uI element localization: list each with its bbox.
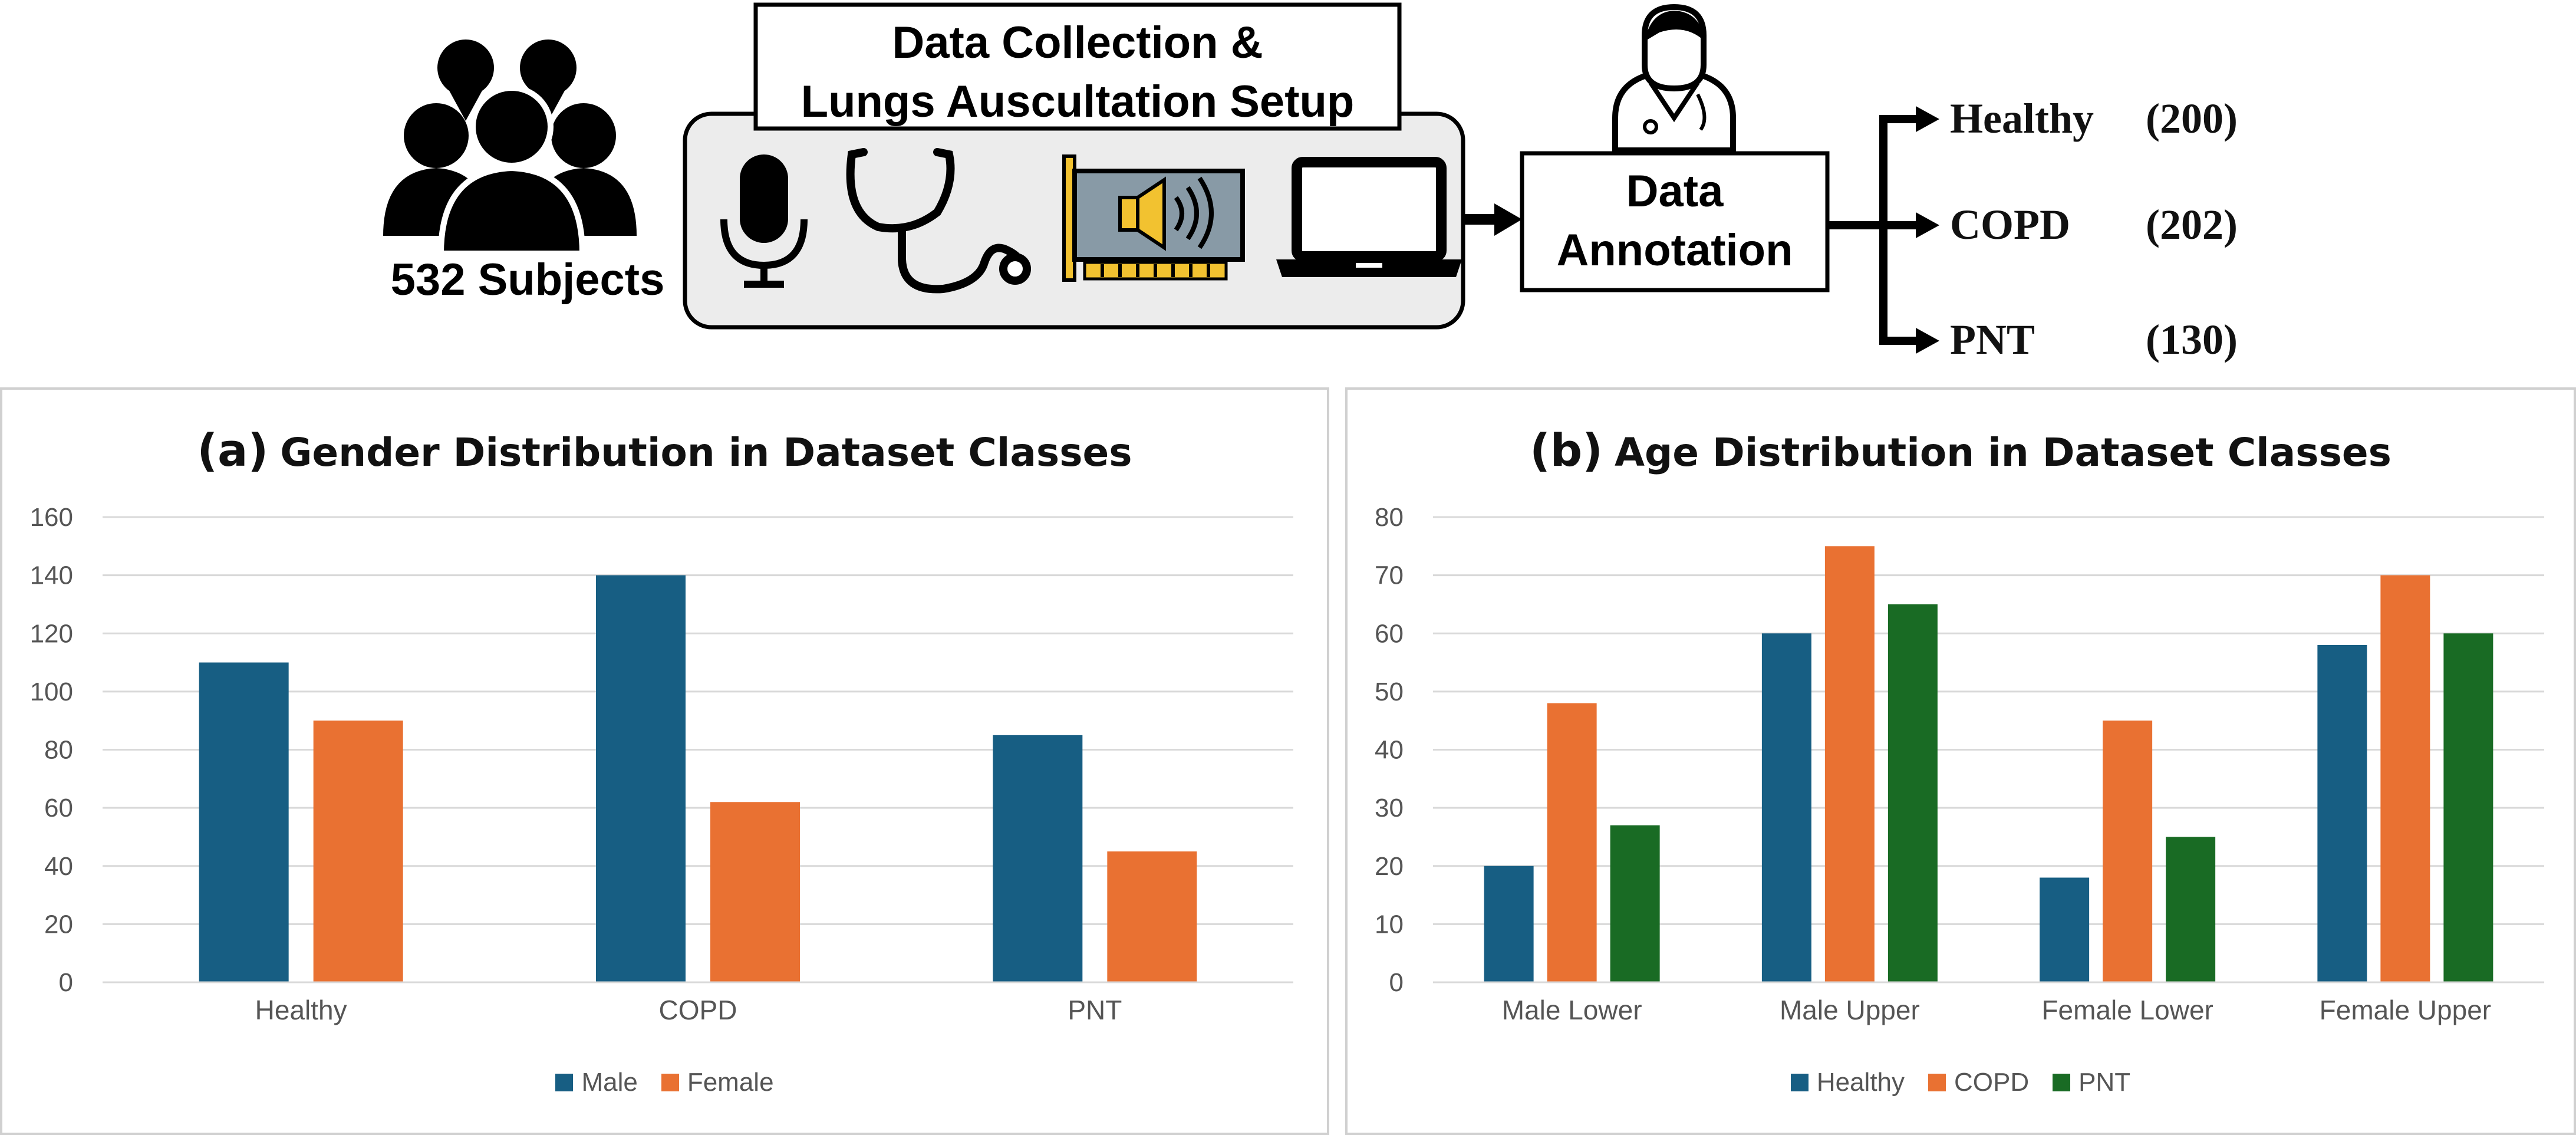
people-group-icon [383, 40, 637, 256]
bar-copd-female-lower [2103, 721, 2153, 982]
sound-card-icon [1062, 154, 1245, 282]
y-tick-label: 160 [30, 503, 73, 532]
legend-item-pnt: PNT [2053, 1068, 2130, 1097]
bar-healthy-male-upper [1761, 633, 1811, 982]
legend-item-female: Female [661, 1068, 774, 1097]
gender-chart-title: (a) Gender Distribution in Dataset Classe… [2, 424, 1327, 476]
x-category-label: COPD [659, 995, 737, 1025]
legend-swatch-healthy [1790, 1074, 1809, 1091]
collection-title-line2: Lungs Auscultation Setup [801, 77, 1355, 127]
age-chart-svg: 0 10 20 30 40 50 60 70 80 Male Lower Male Upper Fem… [1375, 503, 2544, 1025]
y-tick-label: 140 [30, 561, 73, 590]
laptop-icon [1276, 157, 1462, 277]
gender-chart-title-text: Gender Distribution in Dataset Classes [280, 430, 1132, 475]
class-healthy-count: (200) [2146, 95, 2238, 142]
y-tick-label: 0 [59, 968, 73, 997]
y-tick-label: 40 [1375, 736, 1404, 765]
bar-healthy-male-lower [1484, 866, 1534, 982]
age-chart-title-text: Age Distribution in Dataset Classes [1614, 430, 2391, 475]
y-tick-label: 80 [44, 736, 73, 765]
bar-female-copd [710, 802, 800, 982]
collection-title-box [753, 2, 1402, 131]
bar-healthy-female-lower [2040, 877, 2090, 982]
pipeline-diagram: 532 Subjects Data Collection & Lungs Aus… [383, 2, 1939, 354]
bar-pnt-male-upper [1887, 604, 1938, 982]
legend-swatch-copd [1928, 1074, 1946, 1091]
class-healthy-label: Healthy [1950, 95, 2094, 142]
legend-label-pnt: PNT [2078, 1068, 2131, 1097]
y-tick-label: 70 [1375, 561, 1404, 590]
legend-item-male: Male [555, 1068, 638, 1097]
gender-chart-tag: (a) [197, 424, 269, 476]
bar-male-pnt [993, 735, 1083, 982]
y-tick-label: 30 [1375, 794, 1404, 823]
bar-copd-female-upper [2380, 575, 2430, 982]
stethoscope-icon [846, 148, 1031, 294]
collection-title-line1: Data Collection & [892, 18, 1263, 68]
bar-female-healthy [313, 721, 403, 982]
annotation-line2: Annotation [1556, 225, 1793, 275]
class-copd-count: (202) [2146, 201, 2238, 248]
doctor-icon [1612, 4, 1736, 153]
legend-swatch-pnt [2053, 1074, 2071, 1091]
bar-pnt-female-lower [2166, 837, 2216, 982]
legend-swatch-male [555, 1074, 574, 1091]
bar-healthy-female-upper [2317, 644, 2367, 982]
x-category-label: Female Lower [2041, 995, 2213, 1025]
age-chart-panel: (b) Age Distribution in Dataset Classes 0… [1345, 387, 2576, 1135]
bar-copd-male-lower [1547, 703, 1597, 982]
class-pnt-label: PNT [1950, 316, 2035, 363]
annotation-line1: Data [1626, 166, 1724, 216]
bar-male-healthy [199, 662, 289, 982]
bar-copd-male-upper [1824, 546, 1875, 982]
bar-male-copd [596, 575, 686, 982]
bar-pnt-female-upper [2443, 633, 2493, 982]
x-category-label: Female Upper [2320, 995, 2491, 1025]
y-tick-label: 10 [1375, 910, 1404, 939]
legend-label-copd: COPD [1954, 1068, 2030, 1097]
class-pnt-count: (130) [2146, 316, 2238, 363]
bar-pnt-male-lower [1610, 825, 1660, 982]
branch-arrows [1827, 106, 1939, 354]
y-tick-label: 0 [1389, 968, 1404, 997]
y-tick-label: 60 [44, 794, 73, 823]
legend-item-copd: COPD [1928, 1068, 2029, 1097]
legend-swatch-female [661, 1074, 679, 1091]
y-tick-label: 80 [1375, 503, 1404, 532]
y-tick-label: 100 [30, 677, 73, 706]
legend-label-healthy: Healthy [1816, 1068, 1905, 1097]
legend-item-healthy: Healthy [1790, 1068, 1905, 1097]
x-category-label: Healthy [255, 995, 347, 1025]
y-tick-label: 50 [1375, 677, 1404, 706]
subjects-label: 532 Subjects [391, 255, 665, 305]
class-copd-label: COPD [1950, 201, 2070, 248]
gender-chart-svg: 0 20 40 60 80 100 120 140 160 Healthy COPD PNT [30, 503, 1293, 1025]
y-tick-label: 120 [30, 619, 73, 648]
age-chart-legend: Healthy COPD PNT [1348, 1068, 2574, 1097]
bar-female-pnt [1107, 851, 1197, 982]
microphone-icon [720, 154, 808, 288]
y-tick-label: 20 [1375, 852, 1404, 881]
y-tick-label: 60 [1375, 619, 1404, 648]
y-tick-label: 20 [44, 910, 73, 939]
gender-chart-legend: Male Female [2, 1068, 1327, 1097]
y-tick-label: 40 [44, 852, 73, 881]
x-category-label: Male Lower [1502, 995, 1642, 1025]
annotation-box [1520, 151, 1830, 292]
age-chart-title: (b) Age Distribution in Dataset Classes [1348, 424, 2574, 476]
legend-label-female: Female [687, 1068, 774, 1097]
legend-label-male: Male [581, 1068, 638, 1097]
gender-chart-panel: (a) Gender Distribution in Dataset Classe… [0, 387, 1329, 1135]
x-category-label: Male Upper [1780, 995, 1920, 1025]
x-category-label: PNT [1068, 995, 1122, 1025]
age-chart-tag: (b) [1530, 424, 1603, 476]
